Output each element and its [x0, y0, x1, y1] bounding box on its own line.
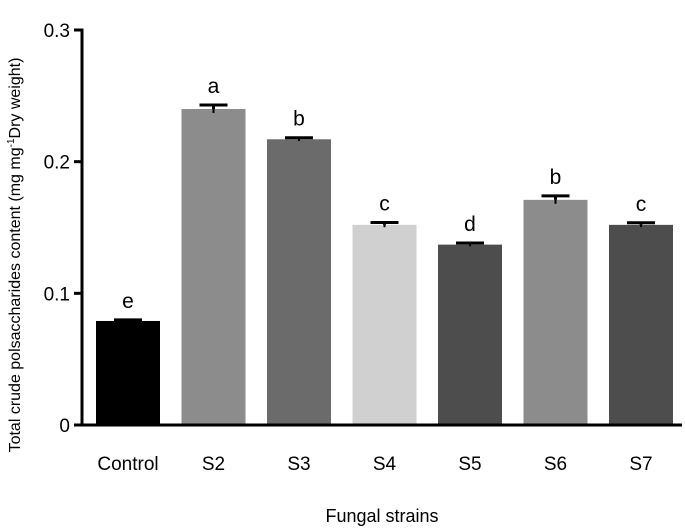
error-bars-group: [114, 103, 655, 323]
bars-group: [96, 109, 673, 426]
y-tick-label: 0: [59, 416, 70, 437]
x-tick-labels-group: Control S2 S3 S4 S5 S6 S7: [97, 454, 652, 475]
bar-s5: [438, 244, 502, 425]
x-tick-label: S2: [202, 454, 225, 475]
x-tick-label: S5: [458, 454, 481, 475]
y-axis-title-tail: Dry weight): [7, 58, 24, 139]
significance-letter: c: [636, 193, 647, 216]
bar-s6: [523, 199, 588, 425]
y-tick-label: 0.1: [44, 284, 70, 305]
bar-s2: [181, 109, 246, 425]
y-tick-label: 0.2: [44, 153, 70, 174]
axes-group: [80, 28, 682, 427]
significance-letter: b: [550, 166, 562, 189]
significance-letter: d: [464, 213, 476, 236]
significance-letter: e: [122, 290, 134, 313]
significance-letter: b: [293, 108, 305, 131]
significance-letter: a: [208, 75, 220, 98]
significance-letters-group: e a b c d b c: [122, 75, 646, 313]
bar-s4: [352, 224, 417, 425]
x-axis-title: Fungal strains: [325, 506, 438, 526]
x-tick-label: S6: [544, 454, 567, 475]
bar-control: [96, 320, 160, 425]
y-tick-label: 0.3: [44, 21, 70, 42]
y-ticks-group: 0 0.1 0.2 0.3: [44, 21, 82, 437]
bar-s7: [609, 224, 673, 425]
x-tick-label: S3: [287, 454, 310, 475]
x-tick-label: S7: [629, 454, 652, 475]
x-tick-label: Control: [97, 454, 158, 475]
y-axis-title: Total crude polsaccharides content (mg m…: [6, 58, 24, 453]
y-axis-title-superscript: -1: [6, 138, 17, 147]
x-tick-label: S4: [373, 454, 397, 475]
bar-s3: [267, 139, 331, 426]
y-axis-title-main: Total crude polsaccharides content (mg m…: [7, 147, 24, 452]
significance-letter: c: [379, 192, 390, 215]
